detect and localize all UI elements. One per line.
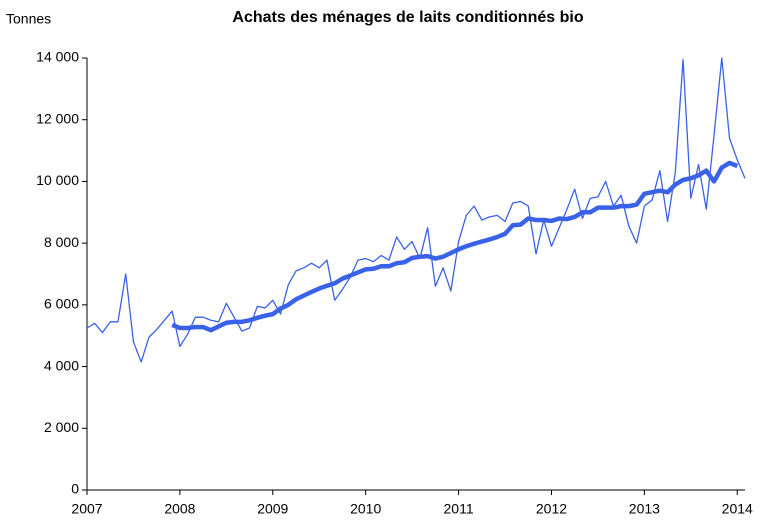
- x-tick-label: 2008: [164, 501, 195, 517]
- series-line: [171, 160, 739, 333]
- y-tick-label: 2 000: [44, 419, 79, 435]
- y-tick-label: 10 000: [36, 172, 79, 188]
- x-tick-label: 2014: [722, 501, 753, 517]
- y-axis-label: Tonnes: [6, 11, 51, 27]
- y-tick-label: 6 000: [44, 296, 79, 312]
- x-tick-label: 2011: [444, 501, 474, 517]
- x-tick-label: 2012: [536, 501, 567, 517]
- y-tick-label: 8 000: [44, 234, 79, 250]
- y-tick-label: 0: [71, 481, 79, 497]
- y-tick-label: 14 000: [36, 49, 79, 65]
- chart-title: Achats des ménages de laits conditionnés…: [232, 9, 583, 26]
- x-tick-label: 2007: [71, 501, 102, 517]
- y-tick-label: 12 000: [36, 110, 79, 126]
- x-tick-label: 2009: [257, 501, 288, 517]
- x-tick-label: 2010: [350, 501, 381, 517]
- y-tick-label: 4 000: [44, 357, 79, 373]
- x-tick-label: 2013: [629, 501, 660, 517]
- series-line: [86, 57, 746, 363]
